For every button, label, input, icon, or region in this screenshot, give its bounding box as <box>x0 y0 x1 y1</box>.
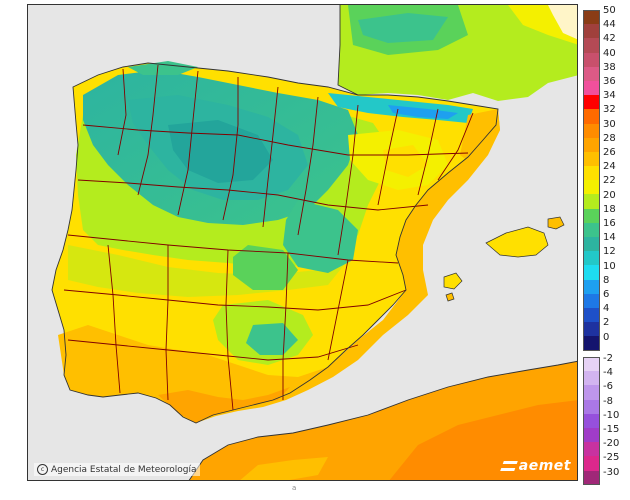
legend-swatch-warm <box>583 10 600 25</box>
legend-label-cold: -25 <box>603 452 620 464</box>
france-region <box>338 5 577 101</box>
legend-label-cold: -8 <box>603 395 613 407</box>
legend-label-warm: 24 <box>603 161 616 173</box>
legend-swatch-warm <box>583 66 600 81</box>
legend-swatch-cold <box>583 399 600 414</box>
legend-label-warm: 30 <box>603 118 616 130</box>
legend-swatch-warm <box>583 95 600 110</box>
copyright-icon: c <box>37 464 48 475</box>
coastline <box>51 62 499 424</box>
legend-label-warm: 40 <box>603 47 616 59</box>
legend-label-warm: 18 <box>603 203 616 215</box>
legend-label-warm: 0 <box>603 331 610 343</box>
iberia-region <box>52 61 500 423</box>
legend-cold-scale <box>583 357 600 485</box>
legend-label-warm: 10 <box>603 260 616 272</box>
aemet-logo: aemet <box>499 458 571 474</box>
legend-swatch-warm <box>583 24 600 39</box>
temperature-map: c Agencia Estatal de Meteorología aemet <box>27 4 578 481</box>
legend-swatch-cold <box>583 427 600 443</box>
legend-swatch-cold <box>583 442 600 457</box>
credit-text: Agencia Estatal de Meteorología <box>51 464 197 475</box>
legend-swatch-warm <box>583 151 600 167</box>
legend-label-warm: 36 <box>603 76 616 87</box>
legend-swatch-warm <box>583 222 600 237</box>
legend-swatch-warm <box>583 80 600 96</box>
credit-label: c Agencia Estatal de Meteorología <box>34 463 200 476</box>
legend-label-warm: 42 <box>603 33 616 45</box>
legend-swatch-cold <box>583 371 600 386</box>
legend-label-warm: 2 <box>603 317 610 329</box>
legend-label-cold: -30 <box>603 466 620 478</box>
legend-label-warm: 14 <box>603 232 616 244</box>
legend-label-warm: 4 <box>603 303 610 315</box>
legend-label-warm: 16 <box>603 218 616 229</box>
legend-warm-scale <box>583 10 600 351</box>
aemet-logo-text: aemet <box>518 458 571 474</box>
legend-swatch-warm <box>583 265 600 280</box>
province-borders <box>63 64 474 411</box>
under-note: a <box>292 484 297 492</box>
legend-label-cold: -6 <box>603 381 613 393</box>
legend-label-warm: 34 <box>603 90 616 102</box>
legend-label-warm: 32 <box>603 104 616 116</box>
balearic-islands <box>443 216 565 302</box>
legend-label-warm: 20 <box>603 189 616 201</box>
legend-label-warm: 22 <box>603 175 616 187</box>
legend-swatch-warm <box>583 237 600 252</box>
legend-swatch-cold <box>583 470 600 485</box>
legend-swatch-warm <box>583 307 600 323</box>
aemet-logo-icon <box>499 461 518 471</box>
north-africa-region <box>189 361 577 480</box>
legend-swatch-cold <box>583 357 600 372</box>
legend-label-cold: -15 <box>603 424 620 435</box>
legend-label-cold: -10 <box>603 409 620 421</box>
legend-label-warm: 12 <box>603 246 616 258</box>
legend-swatch-warm <box>583 293 600 308</box>
legend-swatch-cold <box>583 385 600 400</box>
legend-label-warm: 26 <box>603 147 616 158</box>
legend-label-warm: 38 <box>603 61 616 73</box>
legend-swatch-warm <box>583 208 600 223</box>
legend-swatch-warm <box>583 166 600 181</box>
legend-swatch-warm <box>583 336 600 351</box>
legend-label-cold: -4 <box>603 367 613 379</box>
legend-swatch-warm <box>583 180 600 195</box>
africa-coastline <box>188 360 577 480</box>
legend-swatch-warm <box>583 279 600 294</box>
legend-label-warm: 28 <box>603 132 616 144</box>
map-canvas <box>51 5 577 480</box>
legend-swatch-warm <box>583 38 600 53</box>
legend-swatch-warm <box>583 251 600 266</box>
legend-label-cold: -20 <box>603 438 620 450</box>
legend-label-warm: 50 <box>603 5 616 16</box>
legend-label-warm: 44 <box>603 19 616 31</box>
legend-swatch-warm <box>583 123 600 138</box>
legend-label-warm: 8 <box>603 274 610 286</box>
legend-swatch-warm <box>583 52 600 67</box>
france-coastline <box>337 5 359 96</box>
legend-swatch-warm <box>583 137 600 152</box>
legend-swatch-cold <box>583 413 600 428</box>
legend-swatch-cold <box>583 456 600 471</box>
legend-label-warm: 6 <box>603 289 610 300</box>
legend-label-cold: -2 <box>603 353 613 364</box>
legend-swatch-warm <box>583 194 600 209</box>
legend-swatch-warm <box>583 109 600 124</box>
legend-swatch-warm <box>583 322 600 337</box>
